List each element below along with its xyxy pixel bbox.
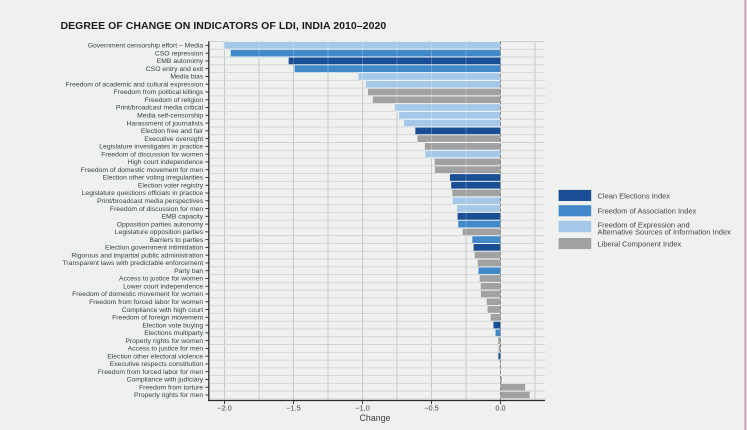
svg-text:Property rights for men: Property rights for men (134, 392, 203, 399)
svg-text:Legislature opposition parties: Legislature opposition parties (115, 229, 204, 236)
svg-text:Election other electoral viole: Election other electoral violence (107, 353, 203, 360)
svg-text:Freedom of domestic movement f: Freedom of domestic movement for women (72, 291, 203, 298)
svg-text:Print/broadcast media critical: Print/broadcast media critical (116, 105, 204, 112)
svg-text:Rigorous and impartial public: Rigorous and impartial public administra… (71, 252, 203, 259)
svg-text:Executive respects constitutio: Executive respects constitution (110, 361, 204, 368)
svg-text:Freedom of discussion for men: Freedom of discussion for men (110, 206, 204, 213)
svg-text:Freedom of domestic movement f: Freedom of domestic movement for men (81, 167, 204, 174)
svg-text:Transparent laws with predicta: Transparent laws with predictable enforc… (63, 260, 204, 267)
svg-text:Election government intimidati: Election government intimidation (105, 245, 203, 252)
svg-text:Access to justice for women: Access to justice for women (119, 276, 203, 283)
svg-text:Election voter registry: Election voter registry (138, 182, 204, 189)
svg-text:Freedom of foreign movement: Freedom of foreign movement (112, 315, 203, 322)
svg-text:EMB capacity: EMB capacity (162, 214, 204, 221)
svg-text:CSO repression: CSO repression (155, 50, 204, 57)
svg-text:CSO entry and exit: CSO entry and exit (146, 66, 204, 73)
svg-text:Elections multiparty: Elections multiparty (144, 330, 204, 337)
svg-text:Freedom of academic and cultur: Freedom of academic and cultural express… (66, 81, 204, 88)
svg-text:Freedom of Association Index: Freedom of Association Index (598, 207, 697, 216)
svg-text:Barriers to parties: Barriers to parties (150, 237, 204, 244)
svg-text:Compliance with judiciary: Compliance with judiciary (127, 377, 204, 384)
svg-text:Compliance with high court: Compliance with high court (122, 307, 204, 314)
svg-text:Election free and fair: Election free and fair (141, 128, 204, 135)
svg-text:Harassment of journalists: Harassment of journalists (127, 120, 204, 127)
svg-text:Freedom of religion: Freedom of religion (145, 97, 204, 104)
svg-text:Legislature investigates in pr: Legislature investigates in practice (99, 144, 203, 151)
svg-text:Media bias: Media bias (170, 74, 203, 81)
svg-text:−1.0: −1.0 (355, 404, 370, 413)
svg-text:Party ban: Party ban (174, 268, 203, 275)
svg-text:Freedom of Expression and: Freedom of Expression and (598, 220, 690, 229)
svg-text:DEGREE OF CHANGE ON INDICATORS: DEGREE OF CHANGE ON INDICATORS OF LDI, I… (61, 20, 387, 32)
svg-text:Property rights for women: Property rights for women (125, 338, 203, 345)
svg-text:Election other voting irregula: Election other voting irregularities (103, 175, 204, 182)
svg-text:Executive oversight: Executive oversight (144, 136, 203, 143)
svg-text:Access to justice for men: Access to justice for men (128, 346, 204, 353)
svg-text:Freedom from forced labor for: Freedom from forced labor for men (98, 369, 204, 376)
svg-text:Clean Elections Index: Clean Elections Index (598, 191, 671, 200)
svg-text:Liberal Component Index: Liberal Component Index (598, 239, 682, 248)
svg-text:Print/broadcast media perspect: Print/broadcast media perspectives (97, 198, 204, 205)
svg-text:Freedom of discussion for wome: Freedom of discussion for women (101, 151, 203, 158)
svg-text:High court independence: High court independence (128, 159, 204, 166)
svg-text:Freedom from torture: Freedom from torture (139, 384, 203, 391)
svg-text:0.0: 0.0 (495, 404, 505, 413)
svg-text:EMB autonomy: EMB autonomy (157, 58, 204, 65)
svg-text:Lower court independence: Lower court independence (123, 283, 203, 290)
svg-text:Change: Change (360, 413, 391, 423)
svg-text:Media self-censorship: Media self-censorship (137, 113, 203, 120)
svg-text:Freedom from forced labor for: Freedom from forced labor for women (89, 299, 203, 306)
svg-text:Government censorship effort –: Government censorship effort – Media (88, 43, 204, 50)
svg-text:−1.5: −1.5 (286, 404, 301, 413)
svg-text:−0.5: −0.5 (424, 404, 439, 413)
svg-text:Legislature questions official: Legislature questions officials in pract… (82, 190, 204, 197)
svg-text:Freedom from political killing: Freedom from political killings (114, 89, 204, 96)
svg-text:Opposition parties autonomy: Opposition parties autonomy (117, 221, 204, 228)
svg-text:−2.0: −2.0 (217, 404, 232, 413)
svg-text:Election vote buying: Election vote buying (142, 322, 203, 329)
svg-text:Alternative Sources of Informa: Alternative Sources of Information Index (598, 228, 732, 237)
